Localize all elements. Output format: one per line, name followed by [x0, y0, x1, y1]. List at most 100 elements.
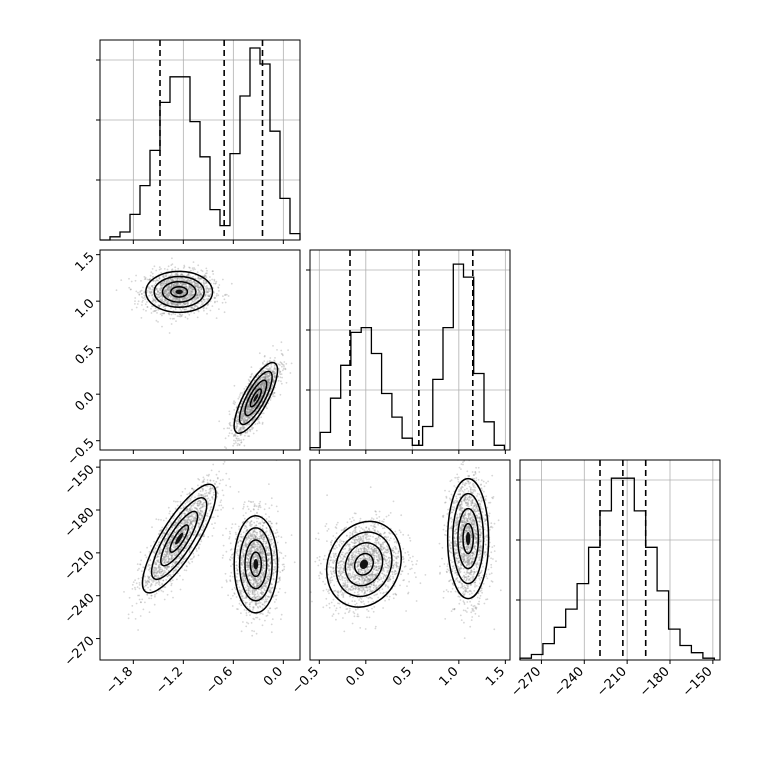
sample-point — [267, 378, 270, 381]
sample-point — [218, 482, 221, 485]
sample-point — [268, 375, 270, 377]
sample-point — [237, 430, 240, 432]
sample-point — [142, 308, 145, 311]
sample-point — [186, 298, 189, 300]
sample-point — [200, 292, 203, 295]
sample-point — [159, 563, 162, 566]
sample-point — [183, 531, 186, 533]
sample-point — [187, 293, 189, 296]
sample-point — [262, 390, 264, 393]
sample-point — [235, 427, 237, 430]
sample-point — [267, 368, 270, 370]
sample-point — [162, 579, 165, 582]
sample-point — [263, 378, 266, 380]
sample-point — [219, 501, 222, 503]
sample-point — [249, 409, 252, 411]
sample-point — [155, 309, 158, 312]
sample-point — [268, 382, 271, 385]
sample-point — [261, 382, 263, 384]
sample-point — [216, 509, 219, 512]
sample-point — [243, 419, 246, 422]
sample-point — [267, 385, 269, 388]
sample-point — [239, 427, 242, 430]
sample-point — [267, 375, 270, 377]
sample-point — [201, 504, 204, 507]
sample-point — [153, 265, 156, 268]
sample-point — [259, 383, 262, 386]
sample-point — [194, 285, 197, 288]
sample-point — [241, 414, 244, 417]
sample-point — [257, 457, 259, 459]
sample-point — [175, 284, 178, 287]
sample-point — [169, 301, 172, 304]
sample-point — [158, 570, 161, 572]
sample-point — [189, 292, 192, 294]
sample-point — [153, 603, 156, 606]
sample-point — [165, 555, 168, 558]
sample-point — [199, 293, 202, 296]
sample-point — [172, 279, 174, 282]
sample-point — [253, 418, 256, 421]
sample-point — [176, 303, 178, 306]
sample-point — [191, 508, 193, 511]
sample-point — [200, 506, 203, 509]
sample-point — [165, 568, 168, 571]
sample-point — [273, 392, 276, 394]
sample-point — [181, 304, 184, 306]
sample-point — [264, 378, 267, 380]
sample-point — [127, 613, 130, 616]
sample-point — [156, 293, 158, 296]
sample-point — [134, 579, 137, 582]
sample-point — [196, 297, 198, 300]
sample-point — [168, 284, 171, 287]
sample-point — [242, 416, 244, 418]
sample-point — [139, 615, 142, 617]
sample-point — [161, 560, 163, 563]
density-contour — [161, 280, 197, 303]
sample-point — [267, 380, 270, 383]
sample-point — [212, 516, 215, 519]
sample-point — [188, 285, 191, 288]
sample-point — [219, 479, 222, 482]
sample-point — [258, 386, 260, 389]
sample-point — [222, 478, 224, 481]
sample-point — [255, 404, 258, 407]
sample-point — [193, 291, 196, 293]
sample-point — [259, 378, 262, 380]
sample-point — [152, 299, 155, 301]
sample-point — [263, 385, 265, 388]
sample-point — [189, 287, 191, 289]
sample-point — [184, 280, 187, 282]
sample-point — [165, 578, 168, 581]
sample-point — [220, 508, 223, 511]
sample-point — [170, 284, 173, 287]
sample-point — [183, 283, 186, 285]
sample-point — [165, 548, 167, 551]
sample-point — [174, 303, 176, 305]
sample-point — [201, 300, 203, 302]
sample-point — [148, 576, 151, 579]
sample-point — [243, 420, 246, 423]
sample-point — [237, 420, 240, 423]
sample-point — [268, 369, 271, 371]
sample-point — [256, 382, 258, 384]
sample-point — [186, 501, 188, 504]
sample-point — [178, 313, 181, 316]
sample-point — [274, 357, 276, 359]
sample-point — [260, 386, 263, 388]
sample-point — [273, 375, 276, 377]
sample-point — [183, 540, 186, 543]
sample-point — [260, 372, 262, 375]
sample-point — [202, 298, 205, 300]
sample-point — [181, 299, 184, 301]
sample-point — [267, 379, 270, 382]
sample-point — [260, 382, 263, 385]
sample-point — [167, 294, 170, 297]
sample-point — [203, 275, 206, 278]
sample-point — [171, 303, 173, 306]
sample-point — [168, 285, 170, 288]
sample-point — [201, 514, 204, 517]
sample-point — [197, 286, 199, 288]
sample-point — [267, 376, 269, 379]
sample-point — [253, 406, 256, 409]
